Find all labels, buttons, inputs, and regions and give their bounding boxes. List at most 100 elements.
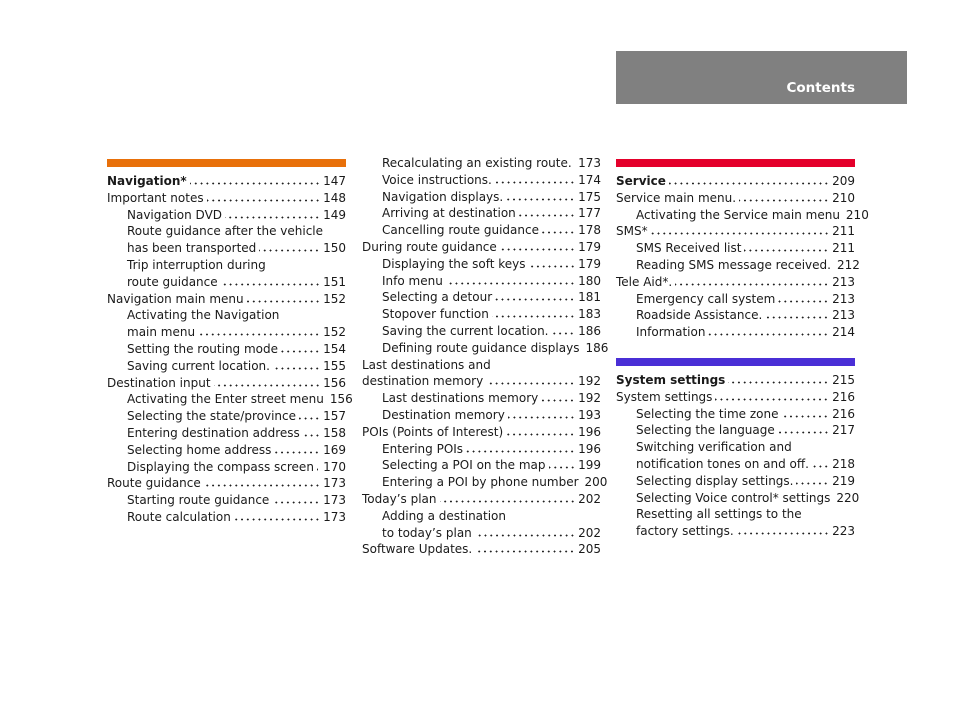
toc-entry[interactable]: Arriving at destination 177 bbox=[362, 205, 601, 222]
toc-entry[interactable]: Entering a POI by phone number 200 bbox=[362, 474, 607, 491]
toc-entry[interactable]: Destination memory 193 bbox=[362, 407, 601, 424]
dot-leader bbox=[781, 407, 830, 418]
toc-entry[interactable]: Activating the Service main menu 210 bbox=[616, 207, 869, 224]
toc-page-number: 173 bbox=[323, 476, 346, 491]
toc-entry[interactable]: System settings 215 bbox=[616, 372, 855, 389]
dot-leader bbox=[272, 494, 321, 505]
toc-entry[interactable]: Displaying the soft keys 179 bbox=[362, 256, 601, 273]
toc-entry[interactable]: Saving the current location. 186 bbox=[362, 323, 601, 340]
toc-entry-title: Info menu bbox=[382, 273, 443, 288]
toc-entry[interactable]: Stopover function 183 bbox=[362, 306, 601, 323]
toc-page-number: 149 bbox=[323, 207, 346, 222]
toc-entry[interactable]: to today’s plan 202 bbox=[362, 525, 601, 542]
toc-page-number: 217 bbox=[832, 423, 855, 438]
toc-entry-title: Roadside Assistance. bbox=[636, 308, 763, 323]
toc-entry[interactable]: Setting the routing mode 154 bbox=[107, 341, 346, 358]
toc-page-number: 192 bbox=[578, 374, 601, 389]
toc-entry[interactable]: Selecting display settings. 219 bbox=[616, 473, 855, 490]
toc-page-number: 179 bbox=[578, 239, 601, 254]
toc-entry[interactable]: notification tones on and off. 218 bbox=[616, 456, 855, 473]
toc-entry[interactable]: Destination input 156 bbox=[107, 375, 346, 392]
toc-entry[interactable]: Software Updates. 205 bbox=[362, 541, 601, 558]
toc-entry[interactable]: factory settings. 223 bbox=[616, 523, 855, 540]
toc-page-number: 178 bbox=[578, 223, 601, 238]
toc-page-number: 211 bbox=[832, 241, 855, 256]
toc-entry-title: Emergency call system bbox=[636, 291, 776, 306]
dot-leader bbox=[466, 442, 576, 453]
toc-entry[interactable]: Recalculating an existing route. 173 bbox=[362, 155, 601, 172]
toc-entry[interactable]: Entering POIs 196 bbox=[362, 441, 601, 458]
toc-entry[interactable]: Saving current location. 155 bbox=[107, 358, 346, 375]
toc-page-number: 220 bbox=[836, 490, 860, 505]
toc-entry[interactable]: Emergency call system 213 bbox=[616, 291, 855, 308]
toc-entry[interactable]: Selecting home address 169 bbox=[107, 442, 346, 459]
toc-entry-title: to today’s plan bbox=[382, 525, 472, 540]
toc-entry[interactable]: Selecting the time zone 216 bbox=[616, 406, 855, 423]
toc-entry[interactable]: main menu 152 bbox=[107, 324, 346, 341]
toc-entry[interactable]: Important notes 148 bbox=[107, 190, 346, 207]
dot-leader bbox=[189, 175, 321, 185]
dot-leader bbox=[739, 191, 830, 202]
toc-page-number: 177 bbox=[578, 206, 601, 221]
toc-entry-title: Reading SMS message received. bbox=[636, 257, 831, 272]
dot-leader bbox=[491, 308, 576, 319]
page-title: Contents bbox=[786, 80, 855, 96]
toc-entry-title: Cancelling route guidance bbox=[382, 223, 539, 238]
toc-entry[interactable]: destination memory 192 bbox=[362, 373, 601, 390]
toc-entry[interactable]: SMS Received list 211 bbox=[616, 240, 855, 257]
toc-entry[interactable]: Navigation DVD 149 bbox=[107, 207, 346, 224]
dot-leader bbox=[551, 324, 576, 335]
toc-page-number: 151 bbox=[323, 274, 346, 289]
toc-entry[interactable]: Starting route guidance 173 bbox=[107, 492, 346, 509]
toc-entry[interactable]: has been transported 150 bbox=[107, 240, 346, 257]
toc-entry[interactable]: Roadside Assistance. 213 bbox=[616, 307, 855, 324]
toc-entry[interactable]: Info menu 180 bbox=[362, 273, 601, 290]
dot-leader bbox=[486, 375, 576, 386]
toc-entry[interactable]: POIs (Points of Interest) 196 bbox=[362, 424, 601, 441]
toc-page-number: 192 bbox=[578, 391, 601, 406]
dot-leader bbox=[281, 342, 321, 353]
toc-entry[interactable]: Route guidance 173 bbox=[107, 475, 346, 492]
toc-entry[interactable]: Displaying the compass screen 170 bbox=[107, 459, 346, 476]
toc-page-number: 150 bbox=[323, 241, 346, 256]
toc-entry[interactable]: Defining route guidance displays 186 bbox=[362, 340, 608, 357]
toc-entry[interactable]: Navigation displays. 175 bbox=[362, 189, 601, 206]
toc-entry[interactable]: Tele Aid*. 213 bbox=[616, 274, 855, 291]
toc-entry[interactable]: Reading SMS message received. 212 bbox=[616, 257, 860, 274]
toc-entry[interactable]: Route calculation 173 bbox=[107, 509, 346, 526]
toc-entry[interactable]: During route guidance 179 bbox=[362, 239, 601, 256]
toc-entry[interactable]: Entering destination address 158 bbox=[107, 425, 346, 442]
toc-page-number: 180 bbox=[578, 273, 601, 288]
toc-entry[interactable]: SMS* 211 bbox=[616, 223, 855, 240]
dot-leader bbox=[272, 359, 321, 370]
toc-entry[interactable]: Selecting a detour 181 bbox=[362, 289, 601, 306]
toc-entry[interactable]: Cancelling route guidance 178 bbox=[362, 222, 601, 239]
toc-page-number: 211 bbox=[832, 224, 855, 239]
toc-entry[interactable]: Navigation* 147 bbox=[107, 173, 346, 190]
toc-entry-title: POIs (Points of Interest) bbox=[362, 424, 504, 439]
toc-entry[interactable]: System settings 216 bbox=[616, 389, 855, 406]
toc-entry[interactable]: Activating the Enter street menu 156 bbox=[107, 391, 353, 408]
service-section-bar bbox=[616, 159, 855, 167]
toc-entry[interactable]: Selecting the state/province 157 bbox=[107, 408, 346, 425]
toc-entry[interactable]: Selecting the language 217 bbox=[616, 422, 855, 439]
toc-entry[interactable]: Selecting Voice control* settings 220 bbox=[616, 490, 859, 507]
toc-entry[interactable]: Information 214 bbox=[616, 324, 855, 341]
toc-entry[interactable]: Selecting a POI on the map 199 bbox=[362, 457, 601, 474]
toc-entry-title: Last destinations memory bbox=[382, 391, 539, 406]
toc-entry[interactable]: Service 209 bbox=[616, 173, 855, 190]
toc-entry-title: notification tones on and off. bbox=[636, 456, 809, 471]
toc-entry-title: Last destinations and bbox=[362, 357, 491, 372]
dot-leader bbox=[736, 525, 830, 536]
toc-page-number: 148 bbox=[323, 190, 346, 205]
toc-entry-title: Information bbox=[636, 325, 706, 340]
toc-entry[interactable]: Today’s plan 202 bbox=[362, 491, 601, 508]
toc-page-number: 169 bbox=[323, 442, 346, 457]
toc-entry[interactable]: route guidance 151 bbox=[107, 274, 346, 291]
toc-entry[interactable]: Voice instructions. 174 bbox=[362, 172, 601, 189]
toc-page-number: 216 bbox=[832, 406, 855, 421]
toc-page-number: 196 bbox=[578, 424, 601, 439]
toc-entry[interactable]: Last destinations memory 192 bbox=[362, 390, 601, 407]
toc-entry[interactable]: Navigation main menu 152 bbox=[107, 291, 346, 308]
toc-entry[interactable]: Service main menu. 210 bbox=[616, 190, 855, 207]
